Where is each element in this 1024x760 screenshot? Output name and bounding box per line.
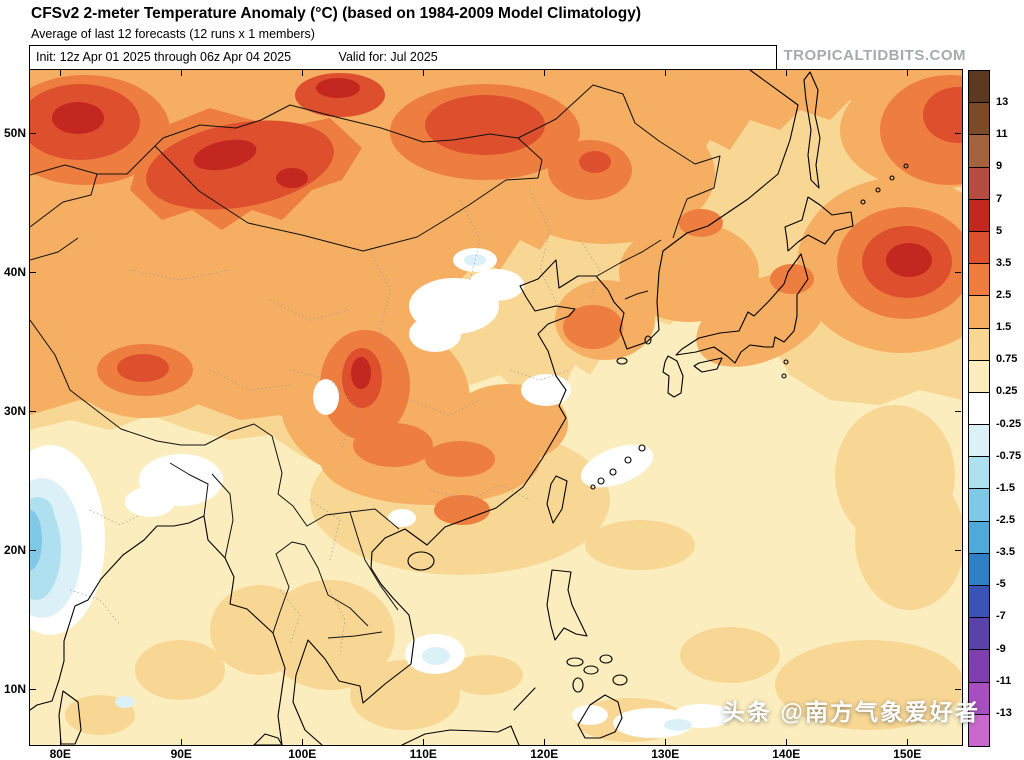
page-title: CFSv2 2-meter Temperature Anomaly (°C) (… <box>31 5 641 22</box>
map-canvas <box>29 69 963 746</box>
axis-tick-mark <box>907 70 909 76</box>
lat-axis-label: 10N <box>3 681 26 696</box>
init-valid-strip: Init: 12z Apr 01 2025 through 06z Apr 04… <box>29 45 777 70</box>
admin-borders <box>69 189 601 656</box>
axis-tick-mark <box>955 688 961 690</box>
axis-tick-mark <box>181 739 183 745</box>
axis-tick-mark <box>955 410 961 412</box>
colorbar-tick-label: -11 <box>996 674 1012 687</box>
colorbar-segment <box>969 585 989 618</box>
colorbar-tick-label: -0.25 <box>996 417 1022 430</box>
lat-axis-label: 20N <box>3 542 26 557</box>
axis-tick-mark <box>30 410 36 412</box>
axis-tick-mark <box>955 132 961 134</box>
axis-tick-mark <box>955 549 961 551</box>
colorbar-tick-label: -13 <box>996 706 1012 719</box>
valid-label: Valid for: Jul 2025 <box>338 50 438 64</box>
lat-axis-label: 50N <box>3 125 26 140</box>
colorbar-tick-label: 1.5 <box>996 321 1012 334</box>
colorbar-segment <box>969 681 989 714</box>
lat-axis-label: 30N <box>3 403 26 418</box>
page-subtitle: Average of last 12 forecasts (12 runs x … <box>31 27 315 41</box>
axis-tick-mark <box>423 739 425 745</box>
colorbar-segment <box>969 391 989 425</box>
colorbar-segment <box>969 263 989 296</box>
colorbar-segment <box>969 102 989 135</box>
lon-axis-label: 100E <box>288 747 317 760</box>
axis-tick-mark <box>955 271 961 273</box>
init-label: Init: 12z Apr 01 2025 through 06z Apr 04… <box>36 50 292 64</box>
axis-tick-mark <box>786 739 788 745</box>
lon-axis-label: 150E <box>893 747 922 760</box>
colorbar-segment <box>969 552 989 585</box>
colorbar-segment <box>969 520 989 553</box>
colorbar-tick-label: -0.75 <box>996 449 1022 462</box>
anomaly-map-svg <box>30 70 962 745</box>
axis-tick-mark <box>302 70 304 76</box>
colorbar-segment <box>969 230 989 264</box>
colorbar-segment <box>969 617 989 650</box>
colorbar-segment <box>969 295 989 328</box>
colorbar-segment <box>969 327 989 360</box>
axis-tick-mark <box>60 739 62 745</box>
lon-axis-label: 110E <box>409 747 437 760</box>
site-watermark: TROPICALTIDBITS.COM <box>783 47 966 64</box>
axis-tick-mark <box>30 271 36 273</box>
axis-tick-mark <box>302 739 304 745</box>
colorbar-tick-label: 0.25 <box>996 385 1018 398</box>
colorbar-segment <box>969 71 989 103</box>
coastlines <box>30 70 909 745</box>
axis-tick-mark <box>665 70 667 76</box>
colorbar-segment <box>969 198 989 231</box>
colorbar-tick-label: 3.5 <box>996 256 1012 269</box>
colorbar <box>968 70 990 747</box>
colorbar-tick-label: -9 <box>996 642 1006 655</box>
lon-axis-label: 130E <box>651 747 680 760</box>
colorbar-tick-label: 13 <box>996 96 1009 109</box>
colorbar-segment <box>969 649 989 682</box>
colorbar-tick-label: -3.5 <box>996 546 1015 559</box>
colorbar-tick-label: -5 <box>996 578 1006 591</box>
axis-tick-mark <box>30 549 36 551</box>
axis-tick-mark <box>30 132 36 134</box>
colorbar-segment <box>969 424 989 457</box>
axis-tick-mark <box>181 70 183 76</box>
colorbar-tick-label: 2.5 <box>996 289 1012 301</box>
colorbar-tick-label: 9 <box>996 160 1003 173</box>
lon-axis-label: 80E <box>49 747 71 760</box>
country-borders <box>30 84 721 639</box>
lon-axis-label: 120E <box>530 747 559 760</box>
axis-tick-mark <box>60 70 62 76</box>
colorbar-tick-label: 7 <box>996 192 1003 205</box>
colorbar-tick-label: -7 <box>996 610 1006 623</box>
axis-tick-mark <box>423 70 425 76</box>
axis-tick-mark <box>30 688 36 690</box>
colorbar-segment <box>969 359 989 392</box>
axis-tick-mark <box>544 70 546 76</box>
axis-tick-mark <box>665 739 667 745</box>
colorbar-segment <box>969 134 989 167</box>
overlay-watermark: 头条 @南方气象爱好者 <box>722 699 980 725</box>
colorbar-segment <box>969 488 989 521</box>
colorbar-tick-label: -2.5 <box>996 514 1015 526</box>
lon-axis-label: 140E <box>772 747 801 760</box>
colorbar-tick-label: 11 <box>996 128 1008 141</box>
colorbar-tick-label: -1.5 <box>996 481 1015 494</box>
axis-tick-mark <box>544 739 546 745</box>
anomaly-field <box>30 70 962 745</box>
axis-tick-mark <box>786 70 788 76</box>
colorbar-segment <box>969 713 989 746</box>
axis-tick-mark <box>907 739 909 745</box>
colorbar-tick-label: 5 <box>996 224 1003 237</box>
colorbar-segment <box>969 456 989 489</box>
lon-axis-label: 90E <box>170 747 192 760</box>
lat-axis-label: 40N <box>3 264 26 279</box>
colorbar-segment <box>969 166 989 199</box>
colorbar-tick-label: 0.75 <box>996 353 1018 366</box>
